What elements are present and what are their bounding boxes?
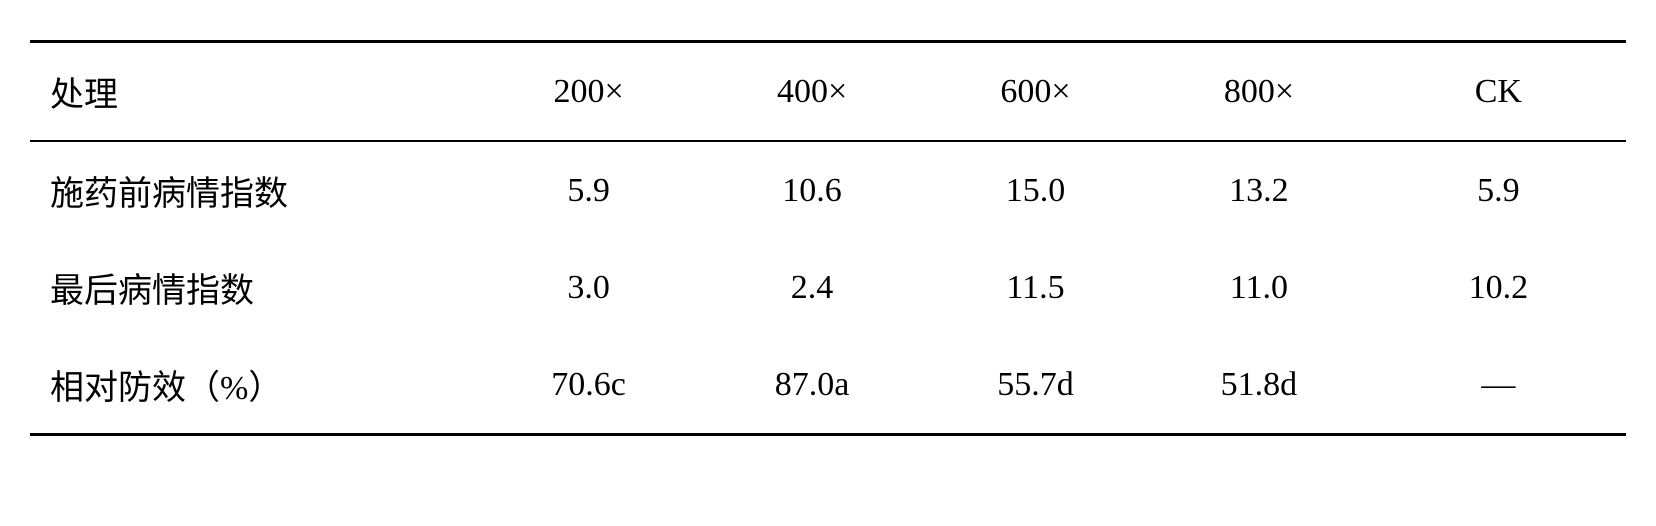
cell-value: 70.6c — [477, 336, 700, 435]
cell-value: 11.0 — [1147, 239, 1370, 336]
cell-value: 11.5 — [924, 239, 1147, 336]
col-header-800x: 800× — [1147, 42, 1370, 142]
cell-value: 51.8d — [1147, 336, 1370, 435]
cell-value: 5.9 — [1371, 141, 1626, 239]
cell-value: 55.7d — [924, 336, 1147, 435]
col-header-400x: 400× — [700, 42, 923, 142]
table-row: 最后病情指数 3.0 2.4 11.5 11.0 10.2 — [30, 239, 1626, 336]
row-label: 施药前病情指数 — [30, 141, 477, 239]
data-table: 处理 200× 400× 600× 800× CK 施药前病情指数 5.9 10… — [30, 40, 1626, 436]
cell-value: 3.0 — [477, 239, 700, 336]
table-header-row: 处理 200× 400× 600× 800× CK — [30, 42, 1626, 142]
cell-value: — — [1371, 336, 1626, 435]
col-header-600x: 600× — [924, 42, 1147, 142]
col-header-treatment: 处理 — [30, 42, 477, 142]
row-label: 最后病情指数 — [30, 239, 477, 336]
cell-value: 2.4 — [700, 239, 923, 336]
cell-value: 5.9 — [477, 141, 700, 239]
row-label: 相对防效（%） — [30, 336, 477, 435]
table-row: 施药前病情指数 5.9 10.6 15.0 13.2 5.9 — [30, 141, 1626, 239]
cell-value: 15.0 — [924, 141, 1147, 239]
col-header-ck: CK — [1371, 42, 1626, 142]
cell-value: 10.6 — [700, 141, 923, 239]
col-header-200x: 200× — [477, 42, 700, 142]
cell-value: 10.2 — [1371, 239, 1626, 336]
cell-value: 13.2 — [1147, 141, 1370, 239]
table-row: 相对防效（%） 70.6c 87.0a 55.7d 51.8d — — [30, 336, 1626, 435]
cell-value: 87.0a — [700, 336, 923, 435]
